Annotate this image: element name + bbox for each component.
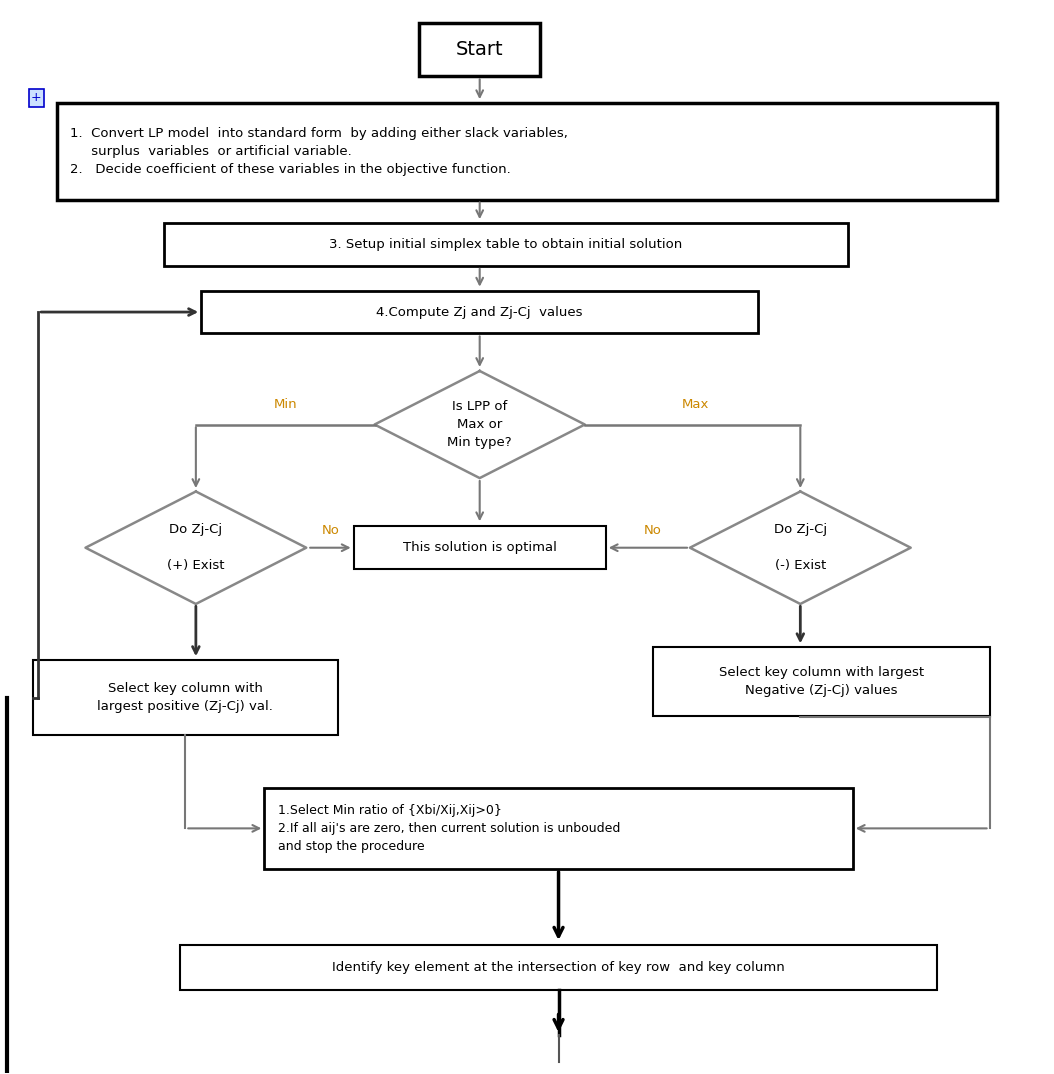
FancyBboxPatch shape [419,23,540,76]
FancyBboxPatch shape [653,647,990,716]
FancyBboxPatch shape [164,223,847,266]
Text: Max: Max [682,397,709,410]
Text: No: No [321,524,339,537]
Text: Do Zj-Cj

(+) Exist: Do Zj-Cj (+) Exist [168,523,225,572]
Text: Do Zj-Cj

(-) Exist: Do Zj-Cj (-) Exist [774,523,827,572]
Text: 1.Select Min ratio of {Xbi/Xij,Xij>0}
2.If all aij's are zero, then current solu: 1.Select Min ratio of {Xbi/Xij,Xij>0} 2.… [278,803,620,853]
Text: This solution is optimal: This solution is optimal [403,541,557,554]
Text: Min: Min [273,397,297,410]
FancyBboxPatch shape [265,788,853,869]
Text: Select key column with largest
Negative (Zj-Cj) values: Select key column with largest Negative … [719,666,924,697]
FancyBboxPatch shape [201,291,758,333]
FancyBboxPatch shape [180,945,937,990]
Text: +: + [31,91,41,104]
Text: 1.  Convert LP model  into standard form  by adding either slack variables,
    : 1. Convert LP model into standard form b… [71,127,568,176]
Text: 3. Setup initial simplex table to obtain initial solution: 3. Setup initial simplex table to obtain… [329,238,683,251]
FancyBboxPatch shape [57,103,997,200]
Text: Identify key element at the intersection of key row  and key column: Identify key element at the intersection… [332,961,785,974]
FancyBboxPatch shape [33,661,337,736]
FancyBboxPatch shape [353,526,606,569]
Text: Start: Start [456,40,504,59]
Text: No: No [644,524,662,537]
Text: 4.Compute Zj and Zj-Cj  values: 4.Compute Zj and Zj-Cj values [376,305,583,319]
Text: Select key column with
largest positive (Zj-Cj) val.: Select key column with largest positive … [97,682,273,713]
Text: Is LPP of
Max or
Min type?: Is LPP of Max or Min type? [447,400,512,449]
